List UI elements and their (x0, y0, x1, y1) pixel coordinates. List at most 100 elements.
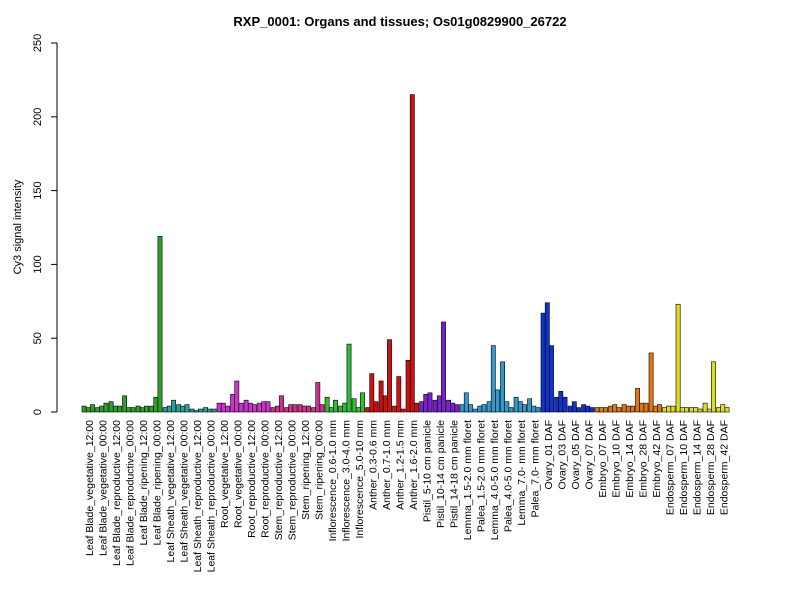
bar (576, 407, 581, 413)
x-category-label: Leaf Sheath_reproductive_12:00 (192, 420, 204, 573)
x-category-label: Pistil_14-18 cm panicle (448, 420, 460, 528)
bar (652, 405, 658, 413)
bar (117, 405, 122, 413)
bar (679, 407, 685, 413)
bar (297, 404, 303, 413)
bar (311, 407, 316, 413)
bar (207, 408, 213, 413)
bar (612, 404, 618, 413)
bar (625, 405, 631, 413)
bar (517, 401, 523, 413)
bar (567, 405, 573, 413)
x-category-label: Inflorescence_5.0-10 mm (354, 420, 366, 539)
bar (184, 404, 190, 413)
x-category-label: Anther_1.6-2.0 mm (408, 420, 420, 510)
x-category-label: Inflorescence_3.0-4.0 mm (340, 420, 352, 542)
x-category-label: Embryo_10 DAF (610, 420, 622, 498)
y-tick-label: 200 (32, 108, 44, 126)
bar (675, 303, 681, 413)
x-category-label: Endosperm_42 DAF (718, 420, 730, 515)
bar (95, 407, 100, 413)
bar (522, 404, 527, 413)
x-category-label: Lemma_1.5-2.0 mm floret (462, 420, 474, 540)
bar (706, 408, 712, 413)
bar (126, 407, 132, 413)
bar (468, 404, 473, 413)
x-category-label: Leaf Blade_vegetative_00:00 (97, 420, 109, 556)
bar (292, 404, 298, 413)
bar (238, 402, 244, 413)
bar (427, 392, 433, 413)
bar (702, 402, 708, 413)
bar (211, 408, 217, 413)
bar (369, 373, 375, 413)
x-category-label: Leaf Blade_vegetative_12:00 (84, 420, 96, 556)
x-category-label: Ovary_07 DAF (583, 420, 595, 489)
x-category-label: Leaf Blade_ripening_12:00 (138, 420, 150, 546)
bar (423, 393, 429, 413)
x-category-label: Ovary_05 DAF (570, 420, 582, 489)
bar (589, 407, 595, 413)
x-category-label: Stem_reproductive_12:00 (273, 420, 285, 540)
bar (720, 404, 726, 413)
bar (288, 404, 294, 413)
bar (216, 402, 222, 413)
bar (639, 402, 645, 413)
bar (405, 360, 411, 413)
x-category-label: Anther_1.2-1.5 mm (394, 420, 406, 510)
x-category-label: Palea_1.5-2.0 mm floret (475, 420, 487, 532)
bar (500, 361, 505, 413)
bar (446, 399, 451, 413)
bar (477, 405, 483, 413)
bar (301, 405, 307, 413)
bar (724, 407, 730, 413)
x-category-label: Ovary_03 DAF (556, 420, 568, 489)
x-category-label: Stem_ripening_12:00 (300, 420, 312, 520)
bar (513, 396, 519, 413)
bar (414, 402, 419, 413)
bar (585, 405, 591, 413)
bar (153, 396, 159, 413)
x-category-label: Endosperm_28 DAF (705, 420, 717, 515)
bar (193, 410, 199, 413)
bar (571, 401, 577, 413)
bar (594, 407, 600, 413)
x-category-label: Leaf Blade_ripening_00:00 (151, 420, 163, 546)
bar (265, 401, 271, 413)
x-category-label: Pistil_10-14 cm panicle (435, 420, 447, 528)
bar (648, 352, 654, 413)
bar (657, 404, 662, 413)
x-category-label: Endosperm_07 DAF (664, 420, 676, 515)
x-category-label: Lemma_4.0-5.0 mm floret (489, 420, 501, 540)
bar (490, 345, 496, 413)
bar (608, 405, 613, 413)
bar (535, 407, 541, 413)
y-tick-label: 150 (32, 181, 44, 199)
x-category-label: Pistil_5-10 cm panicle (421, 420, 433, 522)
bar (355, 407, 361, 413)
bar (392, 405, 397, 413)
bar (365, 407, 370, 413)
bar (396, 376, 402, 413)
bar (333, 399, 338, 413)
bar (122, 395, 127, 413)
bar (306, 405, 311, 413)
bar (230, 393, 235, 413)
bar (662, 407, 667, 413)
bar (103, 402, 109, 413)
bar (481, 404, 487, 413)
bar (108, 401, 114, 413)
bar (252, 404, 257, 413)
bar (176, 404, 181, 413)
bar (716, 407, 721, 413)
bar (670, 405, 676, 413)
bar (419, 401, 424, 413)
bar (387, 339, 392, 413)
bar (243, 399, 249, 413)
bar (189, 408, 195, 413)
x-category-label: Embryo_42 DAF (651, 420, 663, 498)
x-category-label: Inflorescence_0.6-1.0 mm (327, 420, 339, 542)
bar (225, 405, 230, 413)
bar (346, 343, 352, 413)
